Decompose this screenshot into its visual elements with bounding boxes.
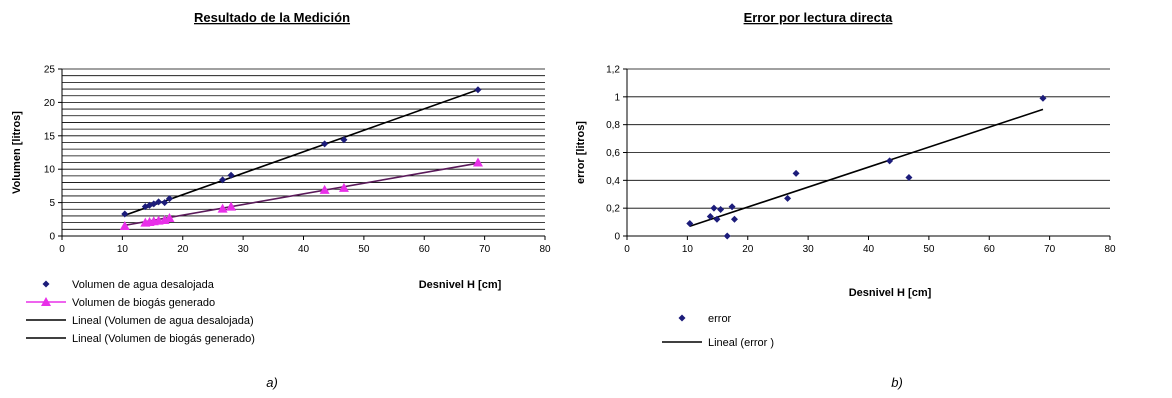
chart1-series-2 [119, 157, 483, 230]
chart1-legend-label: Lineal (Volumen de agua desalojada) [72, 315, 254, 327]
chart1-series-1-point [165, 195, 173, 203]
chart2-y-tick-label: 1 [614, 92, 620, 103]
chart1-y-tick-label: 25 [44, 65, 56, 76]
chart1-series-1-point [161, 199, 169, 207]
chart1-y-axis-label: Volumen [litros] [11, 111, 23, 194]
chart1-y-tick-label: 5 [49, 198, 55, 209]
chart1-x-tick-label: 0 [59, 244, 65, 255]
chart2-series-1-point [717, 206, 725, 214]
chart1-legend-label: Volumen de biogás generado [72, 297, 215, 309]
chart2-trendline-1 [689, 108, 1044, 228]
chart2-x-tick-label: 0 [624, 244, 630, 255]
chart1-title: Resultado de la Medición [194, 10, 350, 25]
chart1-x-tick-label: 30 [238, 244, 250, 255]
chart1-legend-swatch-marker [41, 297, 51, 306]
chart2-series-1-point [905, 174, 913, 182]
chart1-series-1 [121, 86, 482, 218]
chart2-x-axis-label: Desnivel H [cm] [849, 287, 932, 299]
chart1-x-tick-label: 20 [177, 244, 189, 255]
chart1-series-2-point [472, 157, 483, 167]
chart2-y-tick-label: 0,6 [606, 148, 620, 159]
chart1-x-tick-label: 10 [117, 244, 129, 255]
chart2-x-tick-label: 70 [1044, 244, 1056, 255]
chart2-caption: b) [891, 375, 903, 390]
chart1-trendline-1 [124, 88, 479, 217]
chart2-series-1-point [730, 215, 738, 223]
chart2-series-1-point [784, 194, 792, 202]
chart2-y-axis-label: error [litros] [575, 121, 587, 184]
chart2-series-1-point [706, 213, 714, 221]
chart2-y-tick-label: 0,4 [606, 176, 620, 187]
chart1-trendline-2 [124, 162, 479, 227]
chart-direct-reading-error: Error por lectura directa 0 0,2 0,4 0,6 0,8 1 1… [575, 10, 1116, 390]
chart1-x-tick-label: 80 [539, 244, 551, 255]
chart1-series-1-point [219, 176, 227, 184]
chart1-series-2-point [217, 203, 228, 213]
chart1-series-1-point [474, 86, 482, 94]
chart2-x-tick-label: 50 [923, 244, 935, 255]
chart1-series-1-point [121, 210, 129, 218]
chart2-legend: error Lineal (error ) [662, 313, 774, 349]
chart2-series-1 [686, 94, 1047, 240]
chart2-x-tick-label: 20 [742, 244, 754, 255]
chart1-x-tick-label: 60 [419, 244, 431, 255]
chart2-gridlines [627, 68, 1110, 209]
chart1-series-1-point [340, 136, 348, 144]
chart1-series-1-point [155, 198, 163, 206]
chart1-y-tick-label: 15 [44, 131, 56, 142]
chart1-series-1-point [227, 171, 235, 179]
chart1-legend-swatch-marker [42, 280, 50, 288]
chart1-legend-label: Volumen de agua desalojada [72, 279, 215, 291]
chart2-x-tick-label: 10 [682, 244, 694, 255]
chart2-y-tick-label: 1,2 [606, 65, 620, 76]
chart1-series-1-point [321, 140, 329, 148]
chart2-legend-label: error [708, 313, 732, 325]
chart1-x-axis-label: Desnivel H [cm] [419, 279, 502, 291]
chart2-y-tick-label: 0 [614, 232, 620, 243]
chart2-series-1-point [686, 219, 694, 227]
chart1-series-2-point [119, 220, 130, 230]
chart2-x-tick-label: 80 [1104, 244, 1116, 255]
chart-volume-measurement: Resultado de la Medición 0 5 10 15 20 25 0 10 20 3… [11, 10, 551, 390]
chart1-y-tick-label: 10 [44, 165, 56, 176]
chart2-series-1-point [792, 169, 800, 177]
chart2-series-1-point [710, 204, 718, 212]
chart1-gridlines [62, 68, 545, 230]
chart2-y-tick-label: 0,8 [606, 120, 620, 131]
chart1-x-tick-label: 70 [479, 244, 491, 255]
chart1-series-2-point [164, 212, 175, 222]
chart1-legend: Volumen de agua desalojada Volumen de bio… [26, 279, 255, 345]
chart2-series-1-point [728, 203, 736, 211]
chart2-series-1-point [723, 232, 731, 240]
chart1-series-2-point [338, 182, 349, 192]
chart1-y-tick-label: 20 [44, 98, 56, 109]
chart1-y-tick-label: 0 [49, 232, 55, 243]
chart2-x-tick-label: 60 [984, 244, 996, 255]
chart1-caption: a) [266, 375, 278, 390]
chart2-title: Error por lectura directa [744, 10, 894, 25]
chart2-series-1-point [713, 215, 721, 223]
chart1-legend-label: Lineal (Volumen de biogás generado) [72, 333, 255, 345]
chart2-x-tick-label: 40 [863, 244, 875, 255]
chart1-series-2-point [319, 184, 330, 194]
chart2-x-tick-label: 30 [803, 244, 815, 255]
chart2-legend-label: Lineal (error ) [708, 337, 774, 349]
chart2-series-1-point [1039, 94, 1047, 102]
chart1-x-tick-label: 50 [358, 244, 370, 255]
chart1-x-tick-label: 40 [298, 244, 310, 255]
chart2-series-1-point [886, 157, 894, 165]
chart2-y-tick-label: 0,2 [606, 204, 620, 215]
chart1-series-2-point [226, 201, 237, 211]
chart2-legend-swatch-marker [678, 314, 686, 322]
